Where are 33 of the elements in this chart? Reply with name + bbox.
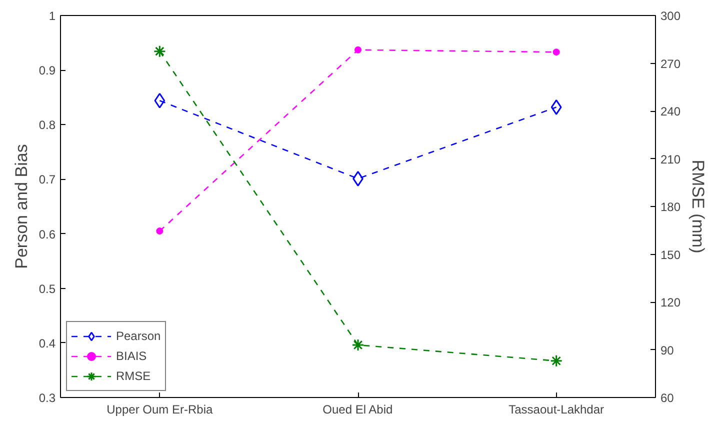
y2-tick-label: 90	[660, 343, 674, 358]
y2-axis-title: RMSE (mm)	[688, 160, 708, 254]
y-tick-label: 0.6	[38, 227, 56, 242]
legend-label: RMSE	[116, 369, 151, 383]
y-tick-label: 0.7	[38, 172, 56, 187]
point	[354, 46, 362, 54]
y-tick-label: 0.3	[38, 391, 56, 405]
x-tick-label: Tassaout-Lakhdar	[508, 402, 604, 416]
point	[552, 48, 560, 56]
y2-tick-label: 120	[660, 296, 681, 310]
y2-tick-label: 300	[660, 9, 681, 23]
point	[154, 92, 166, 108]
y2-tick-label: 150	[660, 248, 681, 262]
point	[156, 228, 164, 235]
y-tick-label: 0.8	[38, 118, 56, 132]
y2-tick-label: 240	[660, 104, 681, 118]
y-tick-label: 0.9	[38, 64, 56, 78]
point	[550, 354, 563, 368]
point	[153, 45, 166, 58]
y2-tick-label: 210	[660, 152, 681, 166]
y2-tick-label: 180	[660, 200, 681, 214]
y2-tick-label: 60	[660, 391, 674, 405]
legend-label: Pearson	[116, 329, 161, 343]
point	[352, 338, 364, 352]
y-axis-title: Person and Bias	[12, 144, 31, 269]
point	[550, 99, 562, 115]
legend-label: BIAIS	[116, 349, 147, 363]
y-tick-label: 0.5	[38, 282, 56, 296]
y2-tick-label: 270	[660, 56, 681, 71]
y-tick-label: 0.4	[38, 336, 56, 350]
x-tick-label: Oued El Abid	[322, 402, 393, 416]
y-tick-label: 1	[48, 9, 56, 23]
x-tick-label: Upper Oum Er-Rbia	[106, 402, 214, 416]
